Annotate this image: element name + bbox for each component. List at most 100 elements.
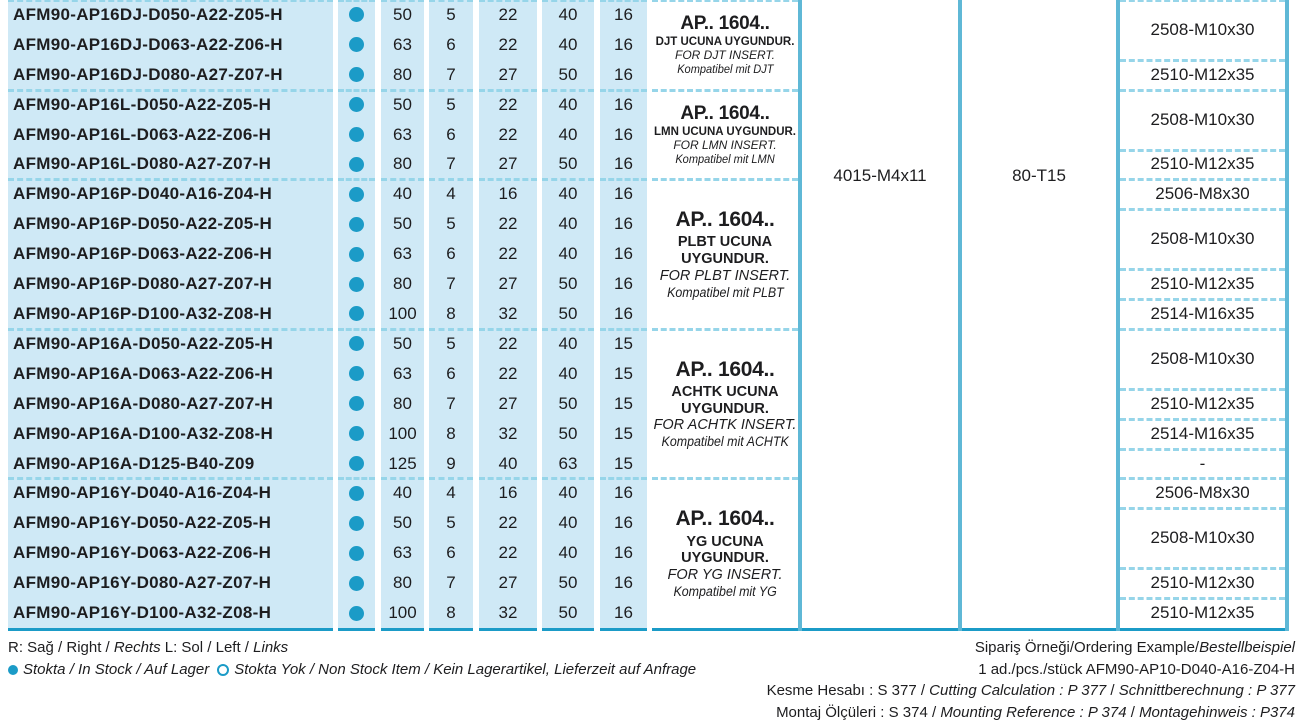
group-separator: [479, 178, 537, 182]
dimension-cell: 7: [446, 393, 456, 413]
insert-note-german: Kompatibel mit YG: [673, 583, 777, 599]
group-separator: [600, 477, 647, 481]
group-separator: [600, 327, 647, 331]
screw-separator: [1120, 417, 1285, 421]
group-separator: [600, 0, 647, 2]
in-stock-dot-icon: [349, 216, 364, 232]
screw-separator: [1120, 0, 1285, 2]
footer-left: R: Sağ / Right / Rechts L: Sol / Left / …: [8, 637, 696, 681]
screw-code-cell: 2510-M12x30: [1150, 573, 1255, 593]
dimension-cell: 5: [446, 214, 456, 234]
dimension-cell: 40: [558, 34, 578, 54]
product-code-cell: AFM90-AP16DJ-D063-A22-Z06-H: [13, 34, 283, 54]
group-separator: [8, 178, 333, 182]
screw-separator: [1120, 387, 1285, 391]
dimension-cell: 40: [558, 94, 578, 114]
dimension-cell: 6: [446, 124, 456, 144]
right-left-legend: R: Sağ / Right / Rechts L: Sol / Left / …: [8, 639, 289, 656]
product-code-cell: AFM90-AP16L-D050-A22-Z05-H: [13, 94, 272, 114]
screw-separator: [1120, 477, 1285, 481]
screw-code-cell: 2514-M16x35: [1150, 303, 1255, 323]
insert-series-title: AP.. 1604..: [675, 208, 775, 232]
dimension-cell: 22: [498, 94, 518, 114]
screw-code-cell: 2508-M10x30: [1150, 528, 1255, 548]
group-separator: [600, 178, 647, 182]
dimension-cell: 32: [498, 303, 518, 323]
screw-separator: [1120, 597, 1285, 601]
dimension-cell: 40: [558, 184, 578, 204]
dimension-cell: 50: [558, 64, 578, 84]
in-stock-dot-icon: [349, 246, 364, 262]
dimension-cell: 8: [446, 603, 456, 623]
product-code-cell: AFM90-AP16Y-D080-A27-Z07-H: [13, 573, 272, 593]
screw-separator: [1120, 148, 1285, 152]
screw-code-cell: 2506-M8x30: [1155, 483, 1250, 503]
dimension-cell: 40: [498, 453, 518, 473]
dimension-cell: 7: [446, 154, 456, 174]
in-stock-dot-icon: [349, 485, 364, 501]
dimension-cell: 16: [614, 543, 633, 563]
group-separator: [652, 88, 798, 92]
in-stock-dot-icon: [349, 366, 364, 382]
in-stock-dot-icon: [349, 426, 364, 442]
product-code-cell: AFM90-AP16L-D080-A27-Z07-H: [13, 154, 272, 174]
column-stock: [338, 0, 375, 631]
dimension-cell: 22: [498, 363, 518, 383]
product-code-cell: AFM90-AP16Y-D040-A16-Z04-H: [13, 483, 272, 503]
column-dim-l2: 16 16 16 16 16 16 16 16 16 16 16 15 15 15 15 15 16 16 16 16…: [600, 0, 647, 631]
dimension-cell: 5: [446, 513, 456, 533]
stock-cell: [338, 150, 375, 180]
insert-note-turkish: LMN UCUNA UYGUNDUR.: [653, 125, 797, 138]
column-diameter: 50 63 80 50 63 80 40 50 63 80 100 50 63 80 100 125 40 50 6…: [381, 0, 424, 631]
dimension-cell: 40: [558, 4, 578, 24]
dimension-cell: 80: [393, 393, 412, 413]
dimension-cell: 22: [498, 543, 518, 563]
dimension-cell: 40: [558, 244, 578, 264]
screw-separator: [1120, 567, 1285, 571]
stock-cell: [338, 120, 375, 150]
column-divider: [1285, 0, 1289, 631]
column-divider: [958, 0, 962, 631]
dimension-cell: 15: [614, 393, 633, 413]
group-separator: [542, 178, 594, 182]
dimension-cell: 63: [393, 244, 412, 264]
insert-info-cell: AP.. 1604.. PLBT UCUNA UYGUNDUR. FOR PLBT …: [652, 179, 798, 329]
group-separator: [381, 88, 424, 92]
dimension-cell: 40: [558, 483, 578, 503]
dimension-cell: 27: [498, 154, 518, 174]
stock-cell: [338, 598, 375, 628]
dimension-cell: 50: [558, 154, 578, 174]
insert-note-german: Kompatibel mit DJT: [676, 61, 774, 76]
screw-separator: [1120, 298, 1285, 302]
dimension-cell: 15: [614, 333, 633, 353]
insert-note-english: FOR ACHTK INSERT.: [653, 417, 797, 434]
insert-note-turkish: ACHTK UCUNA UYGUNDUR.: [671, 384, 779, 417]
dimension-cell: 4: [446, 483, 456, 503]
dimension-cell: 16: [614, 4, 633, 24]
dimension-cell: 16: [614, 124, 633, 144]
dimension-cell: 16: [614, 513, 633, 533]
dimension-cell: 16: [614, 214, 633, 234]
dimension-cell: 27: [498, 64, 518, 84]
in-stock-dot-icon: [349, 276, 364, 292]
insert-note-german: Kompatibel mit ACHTK: [661, 434, 789, 450]
in-stock-dot-icon: [349, 127, 364, 143]
insert-info-cell: AP.. 1604.. ACHTK UCUNA UYGUNDUR. FOR ACHT…: [652, 329, 798, 479]
screw-code-cell: 2510-M12x35: [1150, 393, 1255, 413]
group-separator: [542, 327, 594, 331]
dimension-cell: 63: [558, 453, 578, 473]
dimension-cell: 32: [498, 603, 518, 623]
in-stock-dot-icon: [349, 306, 364, 322]
in-stock-dot-icon: [349, 605, 364, 621]
in-stock-label: Stokta / In Stock / Auf Lager: [23, 661, 210, 678]
group-separator: [652, 178, 798, 182]
dimension-cell: 27: [498, 274, 518, 294]
dimension-cell: 40: [558, 214, 578, 234]
screw-separator: [1120, 58, 1285, 62]
dimension-cell: 50: [393, 4, 412, 24]
dimension-cell: 16: [614, 94, 633, 114]
stock-cell: [338, 508, 375, 538]
in-stock-dot-icon: [349, 186, 364, 202]
screw-separator: [1120, 88, 1285, 92]
dimension-cell: 63: [393, 34, 412, 54]
